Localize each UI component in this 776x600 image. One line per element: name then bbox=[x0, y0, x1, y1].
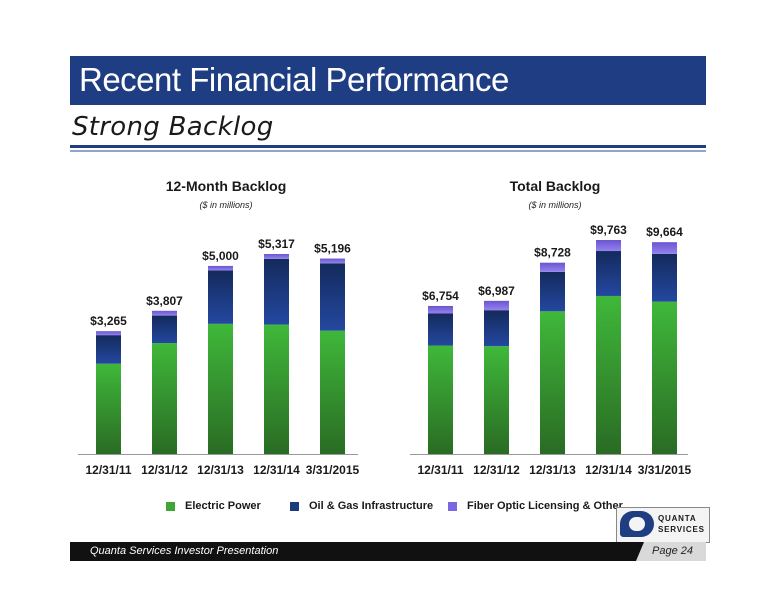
legend-swatch-electric-power bbox=[166, 501, 175, 511]
charts-area: 12-Month Backlog ($ in millions) $3,265 12/… bbox=[78, 178, 692, 477]
total-bar-fiber-optic-2 bbox=[540, 262, 565, 272]
total-chart-title: Total Backlog bbox=[510, 178, 601, 194]
page-number: Page 24 bbox=[652, 545, 693, 557]
total-bar-electric-power-1 bbox=[484, 346, 509, 454]
company-logo: QUANTA SERVICES bbox=[616, 507, 710, 543]
total-total-label-0: $6,754 bbox=[422, 289, 459, 303]
twelve-month-chart-title: 12-Month Backlog bbox=[166, 178, 287, 194]
twelve-month-tick-label-2: 12/31/13 bbox=[197, 463, 244, 477]
total-bar-electric-power-4 bbox=[652, 301, 677, 454]
total-bar-oil-gas-4 bbox=[652, 253, 677, 302]
total-tick-label-0: 12/31/11 bbox=[417, 463, 463, 477]
total-bar-oil-gas-0 bbox=[428, 313, 453, 346]
twelve-month-bar-fiber-optic-4 bbox=[320, 258, 345, 264]
total-bar-electric-power-3 bbox=[596, 295, 621, 454]
twelve-month-total-label-0: $3,265 bbox=[90, 314, 127, 328]
twelve-month-chart-subtitle: ($ in millions) bbox=[199, 200, 252, 210]
total-total-label-2: $8,728 bbox=[534, 246, 571, 260]
twelve-month-bar-oil-gas-4 bbox=[320, 263, 345, 331]
legend-label-fiber-optic: Fiber Optic Licensing & Other bbox=[467, 500, 623, 512]
twelve-month-total-label-1: $3,807 bbox=[146, 294, 183, 308]
total-bar-fiber-optic-4 bbox=[652, 242, 677, 254]
total-total-label-4: $9,664 bbox=[646, 225, 683, 239]
legend-item-electric-power: Electric Power bbox=[166, 500, 261, 512]
total-bar-fiber-optic-1 bbox=[484, 300, 509, 311]
legend-swatch-fiber-optic bbox=[448, 501, 457, 511]
legend-item-oil-gas: Oil & Gas Infrastructure bbox=[290, 500, 433, 512]
total-bar-fiber-optic-3 bbox=[596, 240, 621, 252]
twelve-month-total-label-4: $5,196 bbox=[314, 242, 351, 256]
twelve-month-bar-fiber-optic-1 bbox=[152, 310, 177, 316]
twelve-month-total-label-2: $5,000 bbox=[202, 249, 239, 263]
page-title: Recent Financial Performance bbox=[79, 61, 509, 98]
logo-q-mark bbox=[620, 511, 654, 537]
total-total-label-3: $9,763 bbox=[590, 223, 627, 237]
total-bar-electric-power-0 bbox=[428, 345, 453, 454]
twelve-month-bar-oil-gas-0 bbox=[96, 335, 121, 364]
legend-label-electric-power: Electric Power bbox=[185, 500, 261, 512]
page-subtitle: Strong Backlog bbox=[72, 112, 274, 142]
legend-swatch-oil-gas bbox=[290, 501, 299, 511]
logo-line1: QUANTA bbox=[658, 514, 697, 523]
twelve-month-bar-fiber-optic-0 bbox=[96, 331, 121, 336]
twelve-month-total-label-3: $5,317 bbox=[258, 237, 295, 251]
twelve-month-bar-electric-power-1 bbox=[152, 343, 177, 454]
total-tick-label-1: 12/31/12 bbox=[473, 463, 520, 477]
twelve-month-bar-electric-power-2 bbox=[208, 323, 233, 454]
twelve-month-tick-label-0: 12/31/11 bbox=[85, 463, 131, 477]
twelve-month-bar-fiber-optic-2 bbox=[208, 265, 233, 271]
footer-text: Quanta Services Investor Presentation bbox=[90, 545, 279, 557]
page-number-tab bbox=[636, 542, 706, 561]
total-bar-fiber-optic-0 bbox=[428, 305, 453, 314]
total-bar-electric-power-2 bbox=[540, 311, 565, 454]
twelve-month-tick-label-1: 12/31/12 bbox=[141, 463, 188, 477]
footer-bar: Quanta Services Investor Presentation bbox=[70, 542, 706, 561]
total-tick-label-2: 12/31/13 bbox=[529, 463, 576, 477]
total-tick-label-4: 3/31/2015 bbox=[638, 463, 692, 477]
title-bar: Recent Financial Performance bbox=[70, 56, 706, 105]
legend-item-fiber-optic: Fiber Optic Licensing & Other bbox=[448, 500, 623, 512]
header-rule-dark bbox=[70, 145, 706, 148]
twelve-month-bar-electric-power-4 bbox=[320, 330, 345, 454]
total-bar-oil-gas-2 bbox=[540, 271, 565, 312]
logo-line2: SERVICES bbox=[658, 525, 705, 534]
twelve-month-bar-electric-power-0 bbox=[96, 363, 121, 454]
legend-label-oil-gas: Oil & Gas Infrastructure bbox=[309, 500, 434, 512]
twelve-month-bar-fiber-optic-3 bbox=[264, 254, 289, 259]
total-chart-subtitle: ($ in millions) bbox=[528, 200, 581, 210]
twelve-month-bar-oil-gas-3 bbox=[264, 258, 289, 325]
twelve-month-tick-label-4: 3/31/2015 bbox=[306, 463, 360, 477]
page-number-holder: Page 24 bbox=[636, 542, 706, 561]
total-tick-label-3: 12/31/14 bbox=[585, 463, 632, 477]
total-bar-oil-gas-1 bbox=[484, 310, 509, 347]
header-rule-light bbox=[70, 150, 706, 152]
twelve-month-bar-oil-gas-2 bbox=[208, 270, 233, 324]
twelve-month-bar-oil-gas-1 bbox=[152, 315, 177, 344]
twelve-month-bar-electric-power-3 bbox=[264, 324, 289, 454]
total-total-label-1: $6,987 bbox=[478, 284, 515, 298]
twelve-month-tick-label-3: 12/31/14 bbox=[253, 463, 300, 477]
total-bar-oil-gas-3 bbox=[596, 251, 621, 296]
logo-wordmark: QUANTA SERVICES bbox=[658, 513, 706, 535]
